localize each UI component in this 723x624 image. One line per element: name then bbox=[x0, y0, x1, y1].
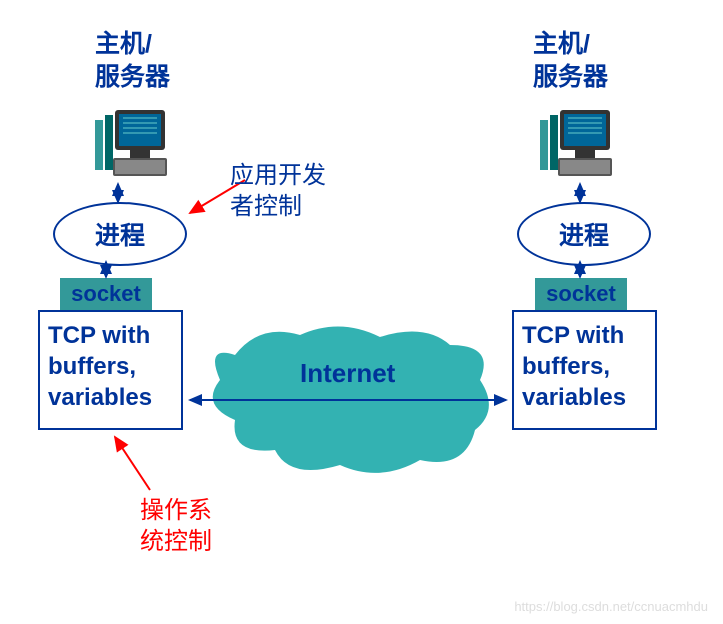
left-computer-icon bbox=[85, 105, 175, 190]
right-computer-icon bbox=[530, 105, 620, 190]
text: socket bbox=[546, 281, 616, 307]
text: TCP withbuffers,variables bbox=[522, 322, 626, 411]
text: 应用开发者控制 bbox=[230, 162, 326, 220]
right-host-label: 主机/服务器 bbox=[533, 28, 608, 93]
text: Internet bbox=[300, 358, 395, 388]
app-dev-annotation: 应用开发者控制 bbox=[230, 160, 326, 222]
left-host-label: 主机/服务器 bbox=[95, 28, 170, 93]
right-tcp-box: TCP withbuffers,variables bbox=[512, 310, 657, 430]
text: 进程 bbox=[95, 216, 145, 252]
internet-cloud bbox=[195, 315, 505, 485]
text: socket bbox=[71, 281, 141, 307]
text: 操作系统控制 bbox=[140, 497, 212, 555]
internet-label: Internet bbox=[300, 358, 395, 389]
text: 主机/服务器 bbox=[95, 30, 170, 91]
os-control-annotation: 操作系统控制 bbox=[140, 495, 212, 557]
left-process-ellipse: 进程 bbox=[53, 202, 187, 266]
left-tcp-box: TCP withbuffers,variables bbox=[38, 310, 183, 430]
text: TCP withbuffers,variables bbox=[48, 322, 152, 411]
left-socket-box: socket bbox=[60, 278, 152, 310]
watermark: https://blog.csdn.net/ccnuacmhdu bbox=[514, 599, 708, 614]
right-process-ellipse: 进程 bbox=[517, 202, 651, 266]
text: 主机/服务器 bbox=[533, 30, 608, 91]
text: https://blog.csdn.net/ccnuacmhdu bbox=[514, 599, 708, 614]
text: 进程 bbox=[559, 216, 609, 252]
right-socket-box: socket bbox=[535, 278, 627, 310]
